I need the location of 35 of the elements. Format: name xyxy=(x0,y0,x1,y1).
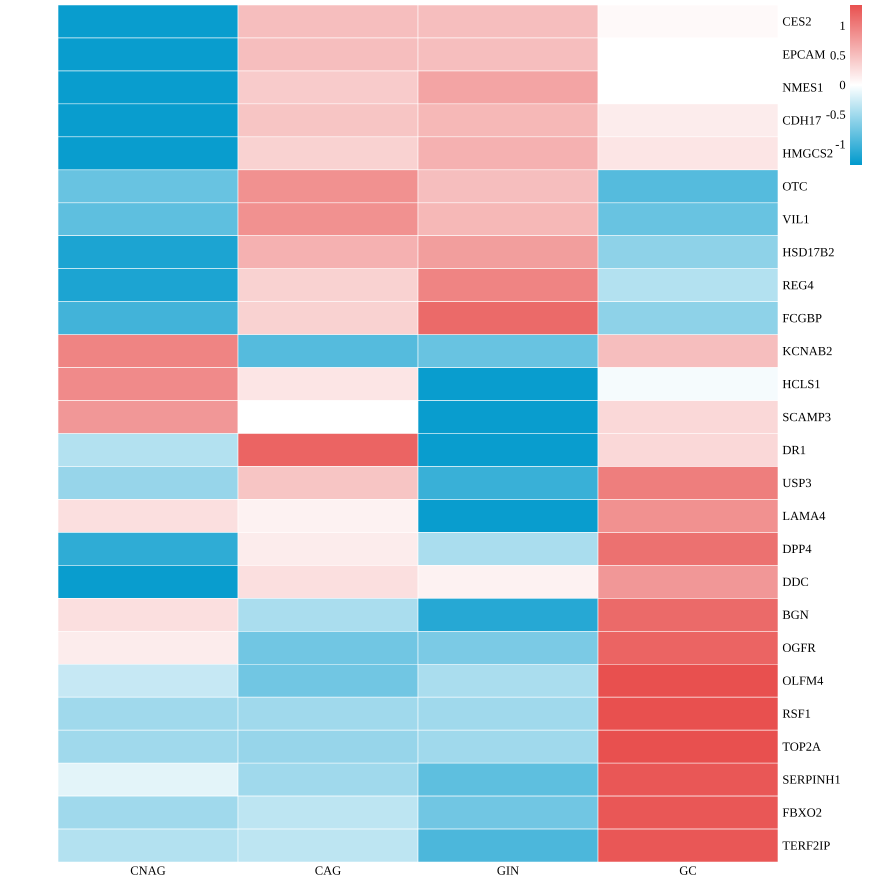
y-tick-label: DDC xyxy=(782,578,808,586)
y-tick-label: NMES1 xyxy=(782,83,823,92)
y-tick-label: HCLS1 xyxy=(782,380,820,388)
x-tick-label: CNAG xyxy=(130,866,166,875)
y-tick-label: DPP4 xyxy=(782,544,812,554)
x-tick-label: CAG xyxy=(315,866,341,875)
y-tick-label: TERF2IP xyxy=(782,841,830,850)
y-tick-label: OTC xyxy=(782,182,807,190)
y-tick-label: OGFR xyxy=(782,644,816,652)
y-tick-label: CDH17 xyxy=(782,116,821,125)
y-tick-label: EPCAM xyxy=(782,50,826,59)
y-tick-label: VIL1 xyxy=(782,215,809,224)
y-tick-label: HSD17B2 xyxy=(782,248,834,256)
y-tick-label: CES2 xyxy=(782,17,811,26)
color-bar-label: 0.5 xyxy=(830,51,846,60)
y-tick-label: HMGCS2 xyxy=(782,149,832,158)
color-bar-label: 0 xyxy=(840,80,846,90)
y-tick-label: DR1 xyxy=(782,446,806,454)
x-tick-label: GC xyxy=(680,866,696,875)
y-tick-label: OLFM4 xyxy=(782,676,824,685)
y-tick-label: REG4 xyxy=(782,280,814,290)
y-tick-label: FBXO2 xyxy=(782,808,822,817)
y-tick-label: USP3 xyxy=(782,478,812,488)
color-bar-label: -1 xyxy=(836,140,845,148)
y-tick-label: RSF1 xyxy=(782,709,810,718)
y-tick-label: SERPINH1 xyxy=(783,775,840,784)
x-tick-label: GIN xyxy=(497,866,519,875)
y-tick-label: BGN xyxy=(782,610,808,619)
y-tick-label: LAMA4 xyxy=(782,512,826,520)
y-tick-label: FCGBP xyxy=(782,314,822,322)
y-tick-label: SCAMP3 xyxy=(783,412,831,422)
color-bar-label: -0.5 xyxy=(826,110,846,119)
y-tick-label: TOP2A xyxy=(782,742,821,751)
y-tick-label: KCNAB2 xyxy=(782,346,832,356)
color-bar-label: 1 xyxy=(840,22,845,30)
